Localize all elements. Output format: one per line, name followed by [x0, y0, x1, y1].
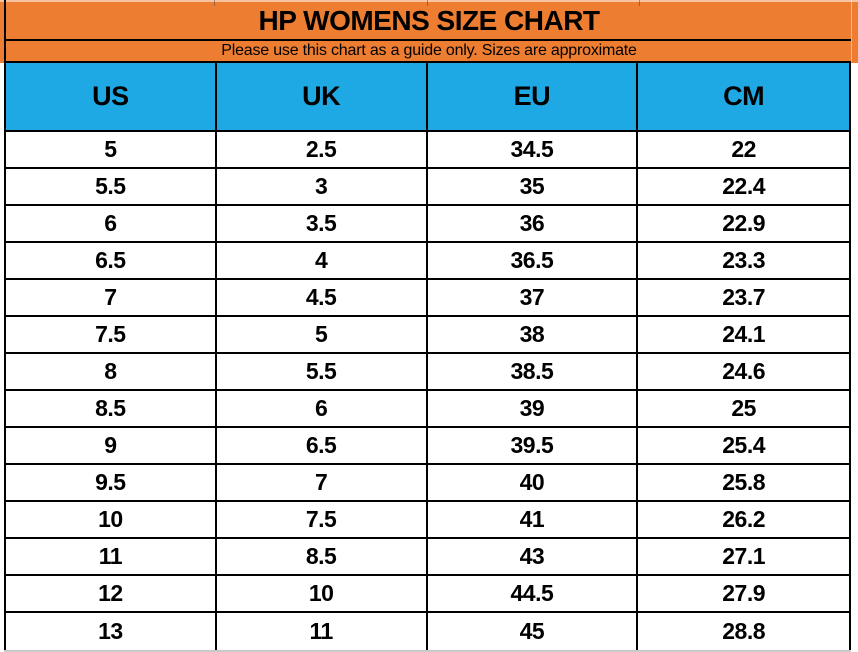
table-cell: 22.4	[638, 169, 849, 206]
divider-line	[4, 61, 851, 63]
table-row: 7 4.5 37 23.7	[6, 280, 849, 317]
top-edge-line	[0, 0, 858, 2]
grid-tick	[639, 0, 640, 6]
table-cell: 7.5	[6, 317, 217, 354]
table-cell: 24.1	[638, 317, 849, 354]
grid-tick	[427, 0, 428, 6]
table-cell: 6	[216, 391, 428, 428]
table-cell: 11	[216, 613, 428, 650]
header-background	[0, 0, 858, 63]
header-row: US UK EU CM	[6, 63, 849, 132]
table-cell: 25.8	[638, 465, 849, 502]
column-header-cm: CM	[723, 81, 765, 111]
table-cell: 6	[6, 206, 217, 243]
table-cell: 3	[216, 169, 428, 206]
table-cell: 5	[6, 132, 217, 169]
table-cell: 38	[427, 317, 639, 354]
table-bottom-border	[4, 650, 851, 652]
table-cell: 10	[6, 502, 217, 539]
table-cell: 36	[427, 206, 639, 243]
table-cell: 5	[216, 317, 428, 354]
table-row: 11 8.5 43 27.1	[6, 539, 849, 576]
table-cell: 25.4	[638, 428, 849, 465]
table-row: 5 2.5 34.5 22	[6, 132, 849, 169]
table-right-border	[849, 62, 851, 652]
table-cell: 22	[638, 132, 849, 169]
table-cell: 8	[6, 354, 217, 391]
chart-subtitle: Please use this chart as a guide only. S…	[221, 42, 637, 59]
table-row: 7.5 5 38 24.1	[6, 317, 849, 354]
table-left-border	[4, 0, 6, 652]
table-cell: 7.5	[216, 502, 428, 539]
table-cell: 10	[216, 576, 428, 613]
table-cell: 7	[216, 465, 428, 502]
table-row: 6.5 4 36.5 23.3	[6, 243, 849, 280]
column-header-us: US	[6, 63, 217, 130]
table-cell: 12	[6, 576, 217, 613]
table-cell: 8.5	[216, 539, 428, 576]
table-cell: 24.6	[638, 354, 849, 391]
table-cell: 37	[427, 280, 639, 317]
table-cell: 26.2	[638, 502, 849, 539]
table-cell: 3.5	[216, 206, 428, 243]
table-cell: 44.5	[427, 576, 639, 613]
table-cell: 2.5	[216, 132, 428, 169]
table-cell: 11	[6, 539, 217, 576]
column-header-uk: UK	[217, 63, 428, 130]
table-cell: 38.5	[427, 354, 639, 391]
table-cell: 27.9	[638, 576, 849, 613]
table-row: 10 7.5 41 26.2	[6, 502, 849, 539]
table-cell: 4	[216, 243, 428, 280]
table-cell: 25	[638, 391, 849, 428]
table-cell: 39	[427, 391, 639, 428]
chart-title: HP WOMENS SIZE CHART	[258, 4, 600, 36]
table-cell: 39.5	[427, 428, 639, 465]
grid-tick	[214, 0, 215, 6]
divider-line	[4, 39, 851, 41]
table-cell: 23.3	[638, 243, 849, 280]
table-cell: 6.5	[216, 428, 428, 465]
table-row: 6 3.5 36 22.9	[6, 206, 849, 243]
table-cell: 8.5	[6, 391, 217, 428]
table-cell: 34.5	[427, 132, 639, 169]
table-cell: 28.8	[638, 613, 849, 650]
table-cell: 5.5	[216, 354, 428, 391]
table-row: 8 5.5 38.5 24.6	[6, 354, 849, 391]
table-row: 13 11 45 28.8	[6, 613, 849, 650]
table-cell: 9	[6, 428, 217, 465]
table-body: 5 2.5 34.5 22 5.5 3 35 22.4 6 3.5 36 22.9 6.5 4 36.5 23…	[6, 132, 849, 650]
table-cell: 9.5	[6, 465, 217, 502]
table-row: 5.5 3 35 22.4	[6, 169, 849, 206]
table-cell: 45	[427, 613, 639, 650]
table-row: 8.5 6 39 25	[6, 391, 849, 428]
table-cell: 36.5	[427, 243, 639, 280]
gridline-sliver	[851, 0, 852, 62]
table-cell: 41	[427, 502, 639, 539]
table-cell: 13	[6, 613, 217, 650]
table-cell: 22.9	[638, 206, 849, 243]
column-header-eu: EU	[428, 63, 639, 130]
table-cell: 7	[6, 280, 217, 317]
table-cell: 27.1	[638, 539, 849, 576]
table-cell: 4.5	[216, 280, 428, 317]
table-cell: 5.5	[6, 169, 217, 206]
table-row: 9 6.5 39.5 25.4	[6, 428, 849, 465]
table-cell: 40	[427, 465, 639, 502]
table-row: 9.5 7 40 25.8	[6, 465, 849, 502]
table-cell: 43	[427, 539, 639, 576]
table-cell: 23.7	[638, 280, 849, 317]
table-cell: 6.5	[6, 243, 217, 280]
table-row: 12 10 44.5 27.9	[6, 576, 849, 613]
table-cell: 35	[427, 169, 639, 206]
